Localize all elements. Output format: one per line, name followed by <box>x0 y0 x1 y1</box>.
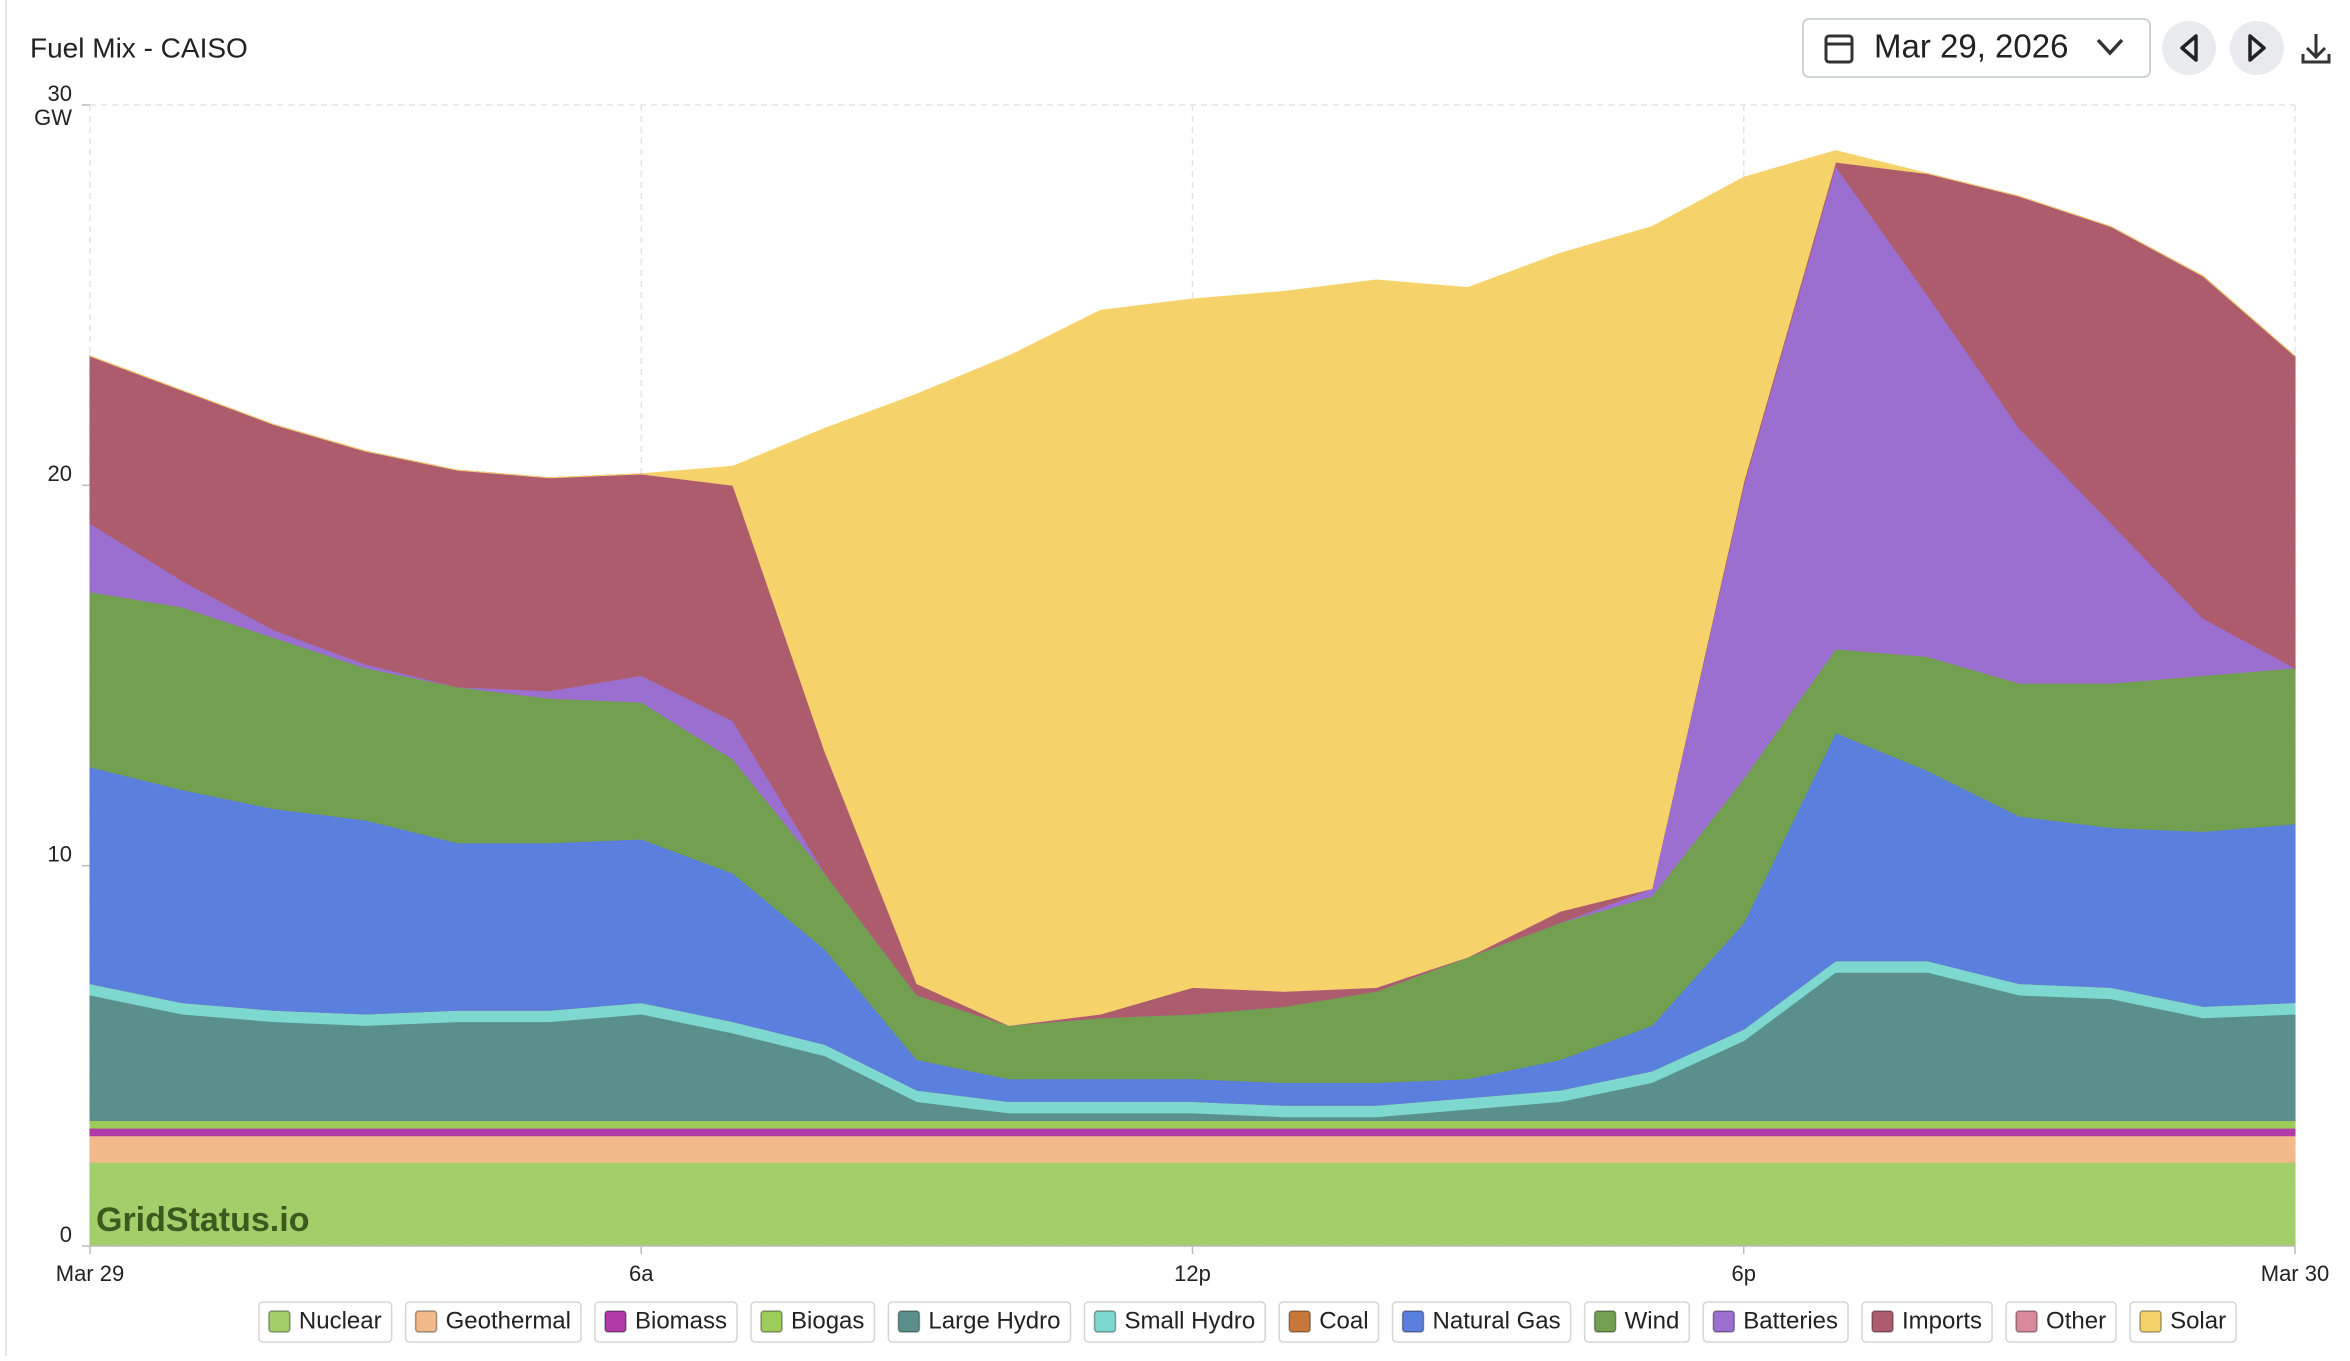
legend-label: Coal <box>1319 1307 1368 1334</box>
download-button[interactable] <box>2301 34 2331 64</box>
y-tick-label: 20 <box>48 461 72 486</box>
prev-icon <box>2180 34 2198 62</box>
legend-swatch <box>1593 1310 1617 1333</box>
legend-item[interactable]: Other <box>2005 1301 2117 1343</box>
area-1 <box>89 1135 2296 1163</box>
legend-item[interactable]: Geothermal <box>404 1301 582 1343</box>
legend-label: Imports <box>1902 1307 1982 1334</box>
legend: Nuclear Geothermal Biomass Biogas Large Hydr… <box>258 1301 2237 1343</box>
legend-item[interactable]: Nuclear <box>258 1301 393 1343</box>
legend-swatch <box>1093 1310 1117 1333</box>
legend-swatch <box>604 1310 627 1333</box>
legend-item[interactable]: Large Hydro <box>887 1301 1072 1343</box>
legend-label: Natural Gas <box>1433 1307 1561 1334</box>
legend-label: Other <box>2046 1307 2106 1334</box>
legend-label: Geothermal <box>446 1307 571 1334</box>
watermark: GridStatus.io <box>96 1201 309 1239</box>
legend-item[interactable]: Biogas <box>750 1301 876 1343</box>
legend-label: Wind <box>1625 1307 1680 1334</box>
legend-swatch <box>2139 1310 2162 1333</box>
download-icon <box>2305 46 2327 60</box>
legend-swatch <box>897 1310 921 1333</box>
y-tick-label: 0 <box>60 1222 72 1247</box>
legend-box <box>750 1301 876 1343</box>
legend-box <box>258 1301 393 1343</box>
download-icon <box>2301 54 2331 64</box>
chart-title: Fuel Mix - CAISO <box>30 32 248 63</box>
legend-label: Batteries <box>1743 1307 1838 1334</box>
legend-swatch <box>2015 1310 2038 1333</box>
legend-swatch <box>1288 1310 1311 1333</box>
legend-item[interactable]: Biomass <box>594 1301 738 1343</box>
next-button[interactable] <box>2230 21 2284 75</box>
legend-swatch <box>1871 1310 1894 1333</box>
date-picker[interactable]: Mar 29, 2026 <box>1802 18 2151 78</box>
legend-box <box>404 1301 582 1343</box>
legend-swatch <box>760 1310 783 1333</box>
legend-box <box>594 1301 738 1343</box>
legend-box <box>1391 1301 1572 1343</box>
x-tick-label: 12p <box>1174 1261 1211 1286</box>
legend-label: Biomass <box>635 1307 727 1334</box>
legend-swatch <box>268 1310 291 1333</box>
y-tick-label: 30 <box>48 81 72 106</box>
area-3 <box>89 1120 2296 1129</box>
prev-button[interactable] <box>2162 21 2216 75</box>
y-axis-label: GW <box>34 105 72 130</box>
legend-label: Large Hydro <box>928 1307 1060 1334</box>
legend-item[interactable]: Natural Gas <box>1391 1301 1572 1343</box>
legend-label: Solar <box>2170 1307 2226 1334</box>
calendar-icon <box>1824 34 1854 64</box>
legend-swatch <box>1401 1310 1425 1333</box>
date-text[interactable]: Mar 29, 2026 <box>1874 28 2068 65</box>
date-box[interactable] <box>1802 18 2151 78</box>
legend-box <box>887 1301 1072 1343</box>
x-tick-label: Mar 29 <box>56 1261 124 1286</box>
legend-box <box>1702 1301 1849 1343</box>
legend-box <box>1861 1301 1993 1343</box>
legend-item[interactable]: Imports <box>1861 1301 1993 1343</box>
y-tick-label: 10 <box>48 841 72 866</box>
area-12 <box>89 150 2296 1026</box>
legend-label: Nuclear <box>299 1307 382 1334</box>
x-tick-label: 6p <box>1732 1261 1756 1286</box>
legend-item[interactable]: Batteries <box>1702 1301 1849 1343</box>
x-tick-label: Mar 30 <box>2261 1261 2329 1286</box>
legend-item[interactable]: Small Hydro <box>1083 1301 1266 1343</box>
dropdown-arrow <box>2096 38 2124 56</box>
legend-label: Biogas <box>791 1307 864 1334</box>
legend-swatch <box>1712 1310 1736 1333</box>
area-0 <box>89 1161 2296 1247</box>
legend-box <box>1083 1301 1266 1343</box>
legend-item[interactable]: Solar <box>2129 1301 2237 1343</box>
area-2 <box>89 1127 2296 1137</box>
legend-item[interactable]: Wind <box>1583 1301 1691 1343</box>
legend-swatch <box>414 1310 438 1333</box>
legend-label: Small Hydro <box>1124 1307 1255 1334</box>
x-tick-label: 6a <box>629 1261 654 1286</box>
legend-item[interactable]: Coal <box>1278 1301 1380 1343</box>
next-icon <box>2248 34 2266 62</box>
